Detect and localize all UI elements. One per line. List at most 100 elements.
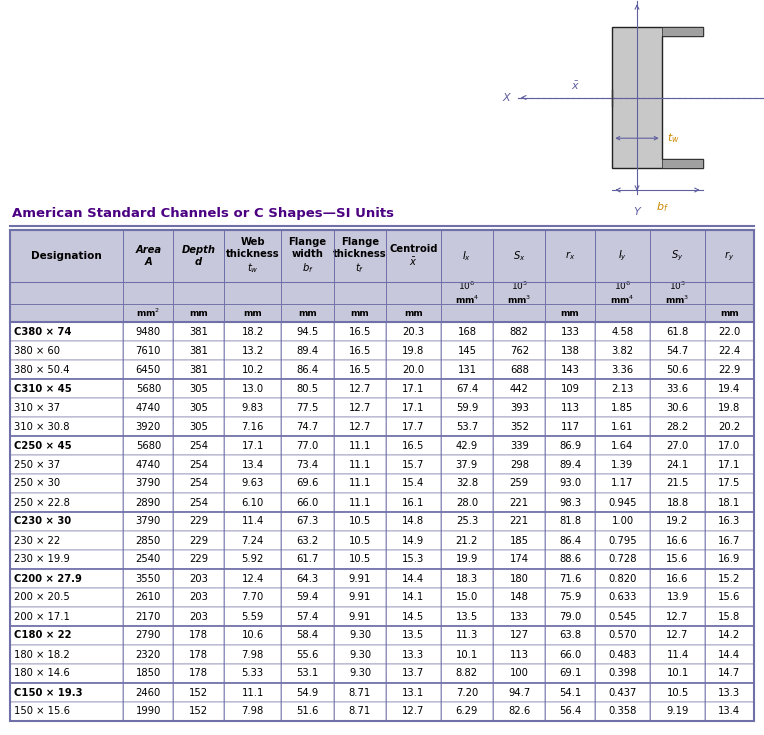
Text: 152: 152 (189, 687, 208, 698)
Text: 13.5: 13.5 (403, 631, 425, 640)
Text: 688: 688 (510, 365, 529, 375)
Text: 11.1: 11.1 (349, 478, 371, 489)
Text: 203: 203 (189, 592, 208, 603)
Bar (545, 360, 594, 379)
Bar (281, 512, 334, 531)
Bar (594, 417, 650, 436)
Bar (281, 304, 334, 322)
Text: C200 × 27.9: C200 × 27.9 (14, 573, 82, 584)
Bar (173, 282, 224, 304)
Bar (594, 322, 650, 341)
Text: 178: 178 (189, 669, 208, 678)
Text: 305: 305 (189, 403, 208, 412)
Bar (493, 360, 545, 379)
Text: 9480: 9480 (136, 326, 161, 337)
Bar (10, 702, 123, 721)
Bar (493, 474, 545, 493)
Bar (173, 304, 224, 322)
Bar (123, 436, 173, 455)
Text: 10.6: 10.6 (241, 631, 264, 640)
Text: 8.82: 8.82 (456, 669, 478, 678)
Text: 229: 229 (189, 536, 208, 545)
Bar (545, 531, 594, 550)
Text: 168: 168 (458, 326, 477, 337)
Bar (334, 379, 386, 398)
Bar (386, 645, 441, 664)
Text: 37.9: 37.9 (456, 459, 478, 470)
Text: 16.1: 16.1 (403, 498, 425, 507)
Text: 19.4: 19.4 (718, 384, 740, 393)
Text: 381: 381 (189, 326, 208, 337)
Bar (493, 379, 545, 398)
Bar (650, 360, 704, 379)
Text: 20.3: 20.3 (403, 326, 425, 337)
Text: mm: mm (351, 309, 369, 318)
Bar (594, 455, 650, 474)
Bar (441, 341, 493, 360)
Polygon shape (662, 27, 703, 35)
Text: 250 × 37: 250 × 37 (14, 459, 60, 470)
Bar (493, 683, 545, 702)
Text: $S_y$: $S_y$ (672, 249, 684, 263)
Bar (123, 531, 173, 550)
Bar (224, 455, 281, 474)
Bar (386, 379, 441, 398)
Bar (493, 550, 545, 569)
Text: 11.4: 11.4 (241, 517, 264, 526)
Text: 17.1: 17.1 (403, 384, 425, 393)
Bar (123, 512, 173, 531)
Bar (224, 360, 281, 379)
Text: 15.8: 15.8 (718, 612, 740, 622)
Bar (704, 360, 754, 379)
Text: 15.0: 15.0 (456, 592, 478, 603)
Polygon shape (662, 159, 703, 168)
Text: 0.483: 0.483 (608, 650, 636, 659)
Text: 15.4: 15.4 (403, 478, 425, 489)
Text: 17.1: 17.1 (241, 440, 264, 451)
Bar (386, 531, 441, 550)
Text: 762: 762 (510, 345, 529, 356)
Text: 254: 254 (189, 440, 208, 451)
Bar (224, 493, 281, 512)
Text: 174: 174 (510, 554, 529, 564)
Bar (281, 341, 334, 360)
Text: 50.6: 50.6 (666, 365, 688, 375)
Bar (10, 436, 123, 455)
Bar (493, 282, 545, 304)
Text: 230 × 22: 230 × 22 (14, 536, 60, 545)
Text: C230 × 30: C230 × 30 (14, 517, 71, 526)
Bar (704, 626, 754, 645)
Bar (173, 588, 224, 607)
Text: 71.6: 71.6 (559, 573, 581, 584)
Text: 86.4: 86.4 (296, 365, 319, 375)
Text: 310 × 37: 310 × 37 (14, 403, 60, 412)
Bar (704, 493, 754, 512)
Text: $I_x$: $I_x$ (462, 249, 471, 263)
Bar (123, 607, 173, 626)
Bar (224, 531, 281, 550)
Text: C180 × 22: C180 × 22 (14, 631, 72, 640)
Bar (10, 550, 123, 569)
Bar (10, 417, 123, 436)
Text: 80.5: 80.5 (296, 384, 319, 393)
Bar (386, 230, 441, 282)
Text: 61.7: 61.7 (296, 554, 319, 564)
Text: 0.358: 0.358 (608, 706, 636, 717)
Bar (334, 569, 386, 588)
Text: 86.9: 86.9 (559, 440, 581, 451)
Text: 10.5: 10.5 (349, 554, 371, 564)
Text: mm: mm (243, 309, 262, 318)
Text: 18.8: 18.8 (666, 498, 688, 507)
Text: 11.3: 11.3 (456, 631, 478, 640)
Bar (386, 493, 441, 512)
Text: 203: 203 (189, 612, 208, 622)
Text: 185: 185 (510, 536, 529, 545)
Text: 66.0: 66.0 (296, 498, 319, 507)
Text: 59.9: 59.9 (455, 403, 478, 412)
Bar (281, 531, 334, 550)
Text: $t_w$: $t_w$ (667, 132, 679, 145)
Text: 7.16: 7.16 (241, 421, 264, 431)
Text: 152: 152 (189, 706, 208, 717)
Bar (441, 455, 493, 474)
Text: 4740: 4740 (136, 459, 161, 470)
